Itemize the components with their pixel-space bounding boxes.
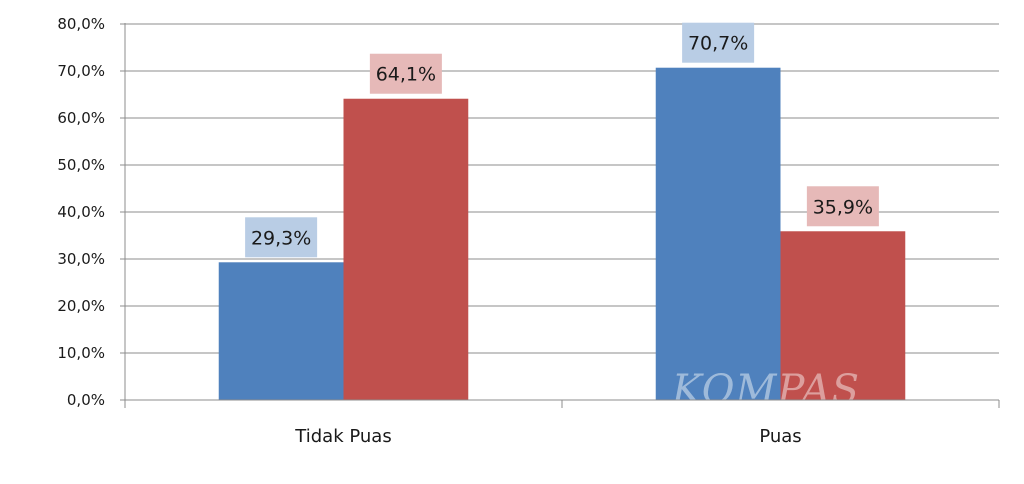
y-tick-label: 30,0% xyxy=(57,250,105,268)
bars xyxy=(218,67,906,401)
category-label: Puas xyxy=(759,426,801,447)
data-label-box xyxy=(245,217,318,258)
bar-2-1 xyxy=(343,98,469,400)
data-label: 70,7% xyxy=(688,33,748,55)
kompas-watermark: KOMPAS xyxy=(671,367,860,413)
data-label-box xyxy=(806,186,879,227)
data-label: 29,3% xyxy=(251,227,311,249)
data-label-box xyxy=(682,22,755,63)
y-axis-ticks: 0,0% 10,0% 20,0% 30,0% 40,0% 50,0% 60,0% 70,0% 8… xyxy=(57,15,105,409)
data-label: 64,1% xyxy=(376,64,436,86)
bar-1-1 xyxy=(218,262,344,400)
data-label-box xyxy=(369,53,442,94)
bar-1-2 xyxy=(655,67,781,401)
y-tick-label: 10,0% xyxy=(57,344,105,362)
y-tick-label: 70,0% xyxy=(57,62,105,80)
y-tick-label: 60,0% xyxy=(57,109,105,127)
data-label: 35,9% xyxy=(813,196,873,218)
bar-2-2 xyxy=(780,231,906,400)
y-tick-label: 80,0% xyxy=(57,15,105,33)
category-label: Tidak Puas xyxy=(294,426,391,447)
data-labels: 29,3% 64,1% 70,7% 35,9% xyxy=(245,22,879,258)
y-tick-label: 0,0% xyxy=(67,391,105,409)
category-labels: Tidak Puas Puas xyxy=(294,426,801,447)
y-tick-label: 40,0% xyxy=(57,203,105,221)
y-tick-label: 20,0% xyxy=(57,297,105,315)
axes xyxy=(120,23,1000,408)
y-tick-label: 50,0% xyxy=(57,156,105,174)
